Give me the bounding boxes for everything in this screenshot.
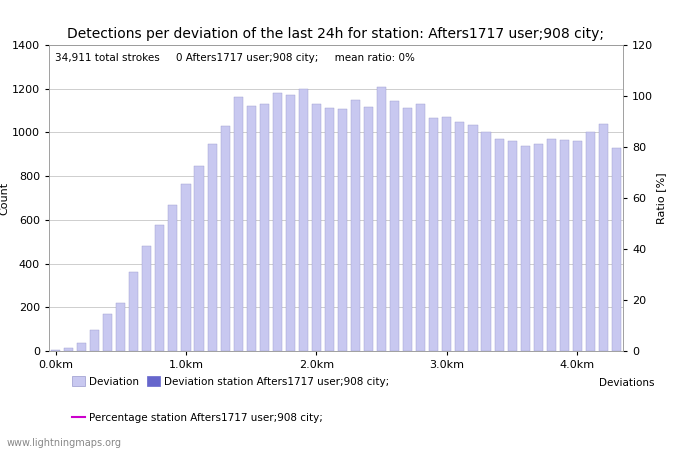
Bar — [547, 139, 556, 351]
Bar — [468, 125, 477, 351]
Text: www.lightningmaps.org: www.lightningmaps.org — [7, 438, 122, 448]
Bar — [142, 246, 151, 351]
Bar — [442, 117, 452, 351]
Text: Deviations: Deviations — [598, 378, 654, 388]
Bar — [273, 93, 282, 351]
Bar — [77, 343, 86, 351]
Bar — [234, 98, 243, 351]
Bar — [207, 144, 216, 351]
Y-axis label: Ratio [%]: Ratio [%] — [656, 172, 666, 224]
Bar — [116, 303, 125, 351]
Text: 34,911 total strokes     0 Afters1717 user;908 city;     mean ratio: 0%: 34,911 total strokes 0 Afters1717 user;9… — [55, 53, 414, 63]
Bar — [482, 132, 491, 351]
Bar — [429, 118, 438, 351]
Bar — [390, 101, 399, 351]
Bar — [560, 140, 569, 351]
Bar — [246, 106, 256, 351]
Bar — [312, 104, 321, 351]
Bar — [573, 141, 582, 351]
Bar — [299, 89, 308, 351]
Bar — [403, 108, 412, 351]
Bar — [612, 148, 621, 351]
Bar — [416, 104, 426, 351]
Legend: Deviation, Deviation station Afters1717 user;908 city;: Deviation, Deviation station Afters1717 … — [68, 372, 393, 391]
Bar — [351, 99, 360, 351]
Bar — [533, 144, 542, 351]
Bar — [599, 124, 608, 351]
Bar — [64, 348, 73, 351]
Bar — [338, 109, 347, 351]
Bar — [51, 350, 60, 351]
Title: Detections per deviation of the last 24h for station: Afters1717 user;908 city;: Detections per deviation of the last 24h… — [67, 27, 605, 41]
Y-axis label: Count: Count — [0, 181, 9, 215]
Bar — [586, 132, 595, 351]
Legend: Percentage station Afters1717 user;908 city;: Percentage station Afters1717 user;908 c… — [68, 409, 327, 427]
Bar — [377, 86, 386, 351]
Bar — [260, 104, 269, 351]
Bar — [155, 225, 164, 351]
Bar — [325, 108, 334, 351]
Bar — [220, 126, 230, 351]
Bar — [90, 330, 99, 351]
Bar — [181, 184, 190, 351]
Bar — [456, 122, 465, 351]
Bar — [169, 205, 178, 351]
Bar — [195, 166, 204, 351]
Bar — [508, 141, 517, 351]
Bar — [103, 314, 112, 351]
Bar — [286, 95, 295, 351]
Bar — [494, 139, 503, 351]
Bar — [364, 107, 373, 351]
Bar — [130, 272, 139, 351]
Bar — [521, 145, 530, 351]
